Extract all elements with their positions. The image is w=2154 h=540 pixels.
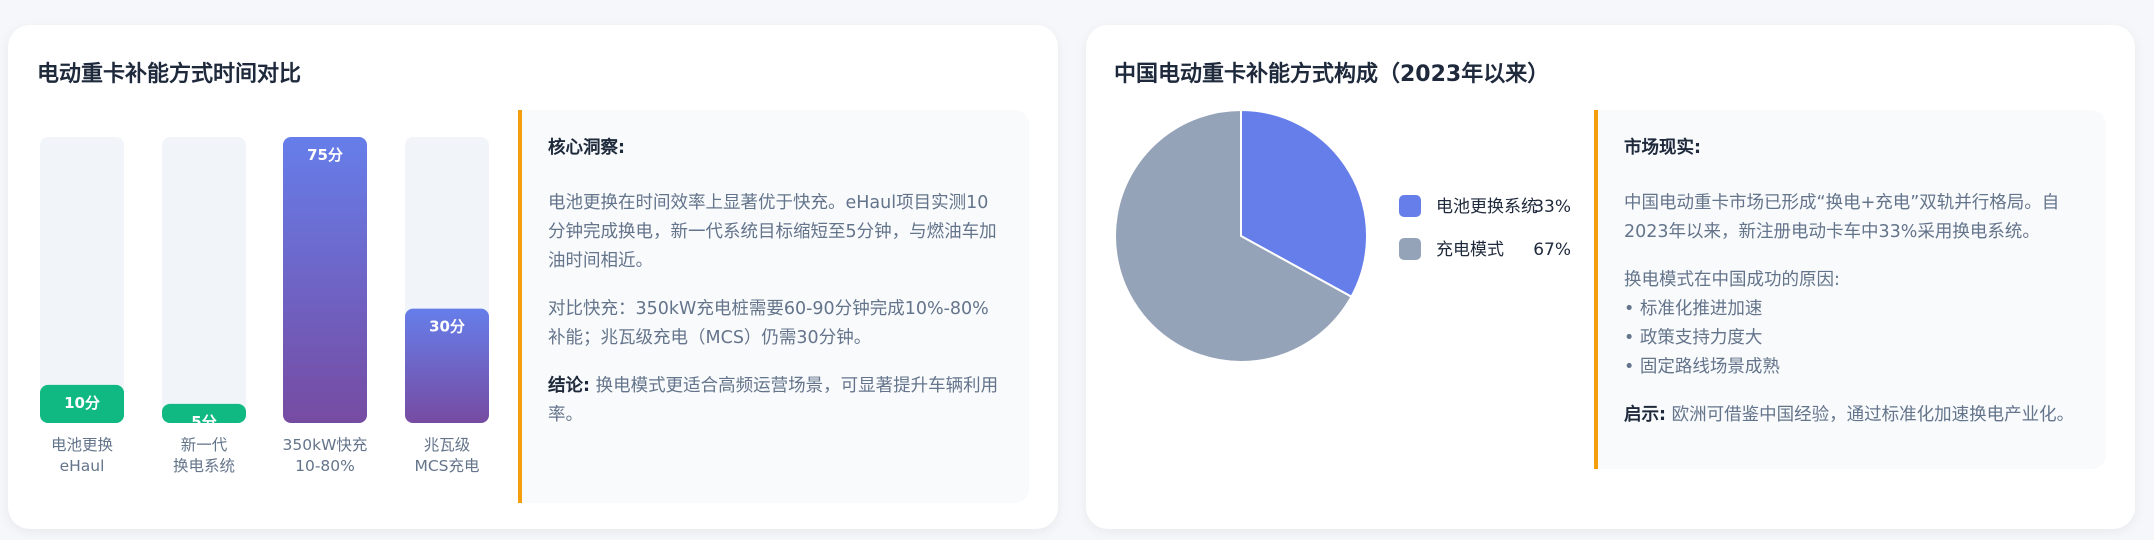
x-tick-label: 350kW快充 <box>283 436 368 454</box>
insight-conclusion: 启示: 欧洲可借鉴中国经验，通过标准化加速换电产业化。 <box>1624 401 2080 430</box>
conclusion-text: 换电模式更适合高频运营场景，可显著提升车辆利用率。 <box>548 376 999 425</box>
value-label: 5分 <box>191 413 216 431</box>
x-tick-label: 10-80% <box>295 457 355 475</box>
bar <box>162 403 246 423</box>
legend-value: 67% <box>1533 240 1571 260</box>
bar <box>283 137 367 423</box>
bar <box>405 308 489 423</box>
pie-slice <box>1240 108 1368 299</box>
left-card: 电动重卡补能方式时间对比 核心洞察: 电池更换在时间效率上显著优于快充。eHau… <box>8 25 1058 529</box>
insight-text: 电池更换在时间效率上显著优于快充。eHaul项目实测10分钟完成换电，新一代系统… <box>548 193 997 271</box>
x-tick-label: 电池更换 <box>51 436 114 454</box>
conclusion-label: 启示: <box>1624 405 1666 425</box>
chart-title: 中国电动重卡补能方式构成（2023年以来） <box>1114 62 1550 87</box>
legend-value: 33% <box>1533 197 1571 217</box>
x-tick-label: 兆瓦级 <box>424 436 471 454</box>
value-label: 75分 <box>307 146 343 164</box>
bar <box>40 384 124 423</box>
legend-swatch <box>1399 195 1421 217</box>
legend-label: 充电模式 <box>1436 240 1504 260</box>
bar-track <box>162 137 246 423</box>
conclusion-text: 欧洲可借鉴中国经验，通过标准化加速换电产业化。 <box>1671 405 2075 425</box>
legend-label: 电池更换系统 <box>1436 197 1538 217</box>
legend-swatch <box>1399 238 1421 260</box>
insight-conclusion: 结论: 换电模式更适合高频运营场景，可显著提升车辆利用率。 <box>548 372 1003 430</box>
bar-track <box>40 137 124 423</box>
chart-title: 电动重卡补能方式时间对比 <box>37 62 302 87</box>
x-tick-label: 新一代 <box>181 436 228 454</box>
conclusion-label: 结论: <box>548 376 590 396</box>
x-tick-label: MCS充电 <box>414 457 479 475</box>
reason-item: • 标准化推进加速 <box>1624 299 1763 319</box>
reasons-title: 换电模式在中国成功的原因: <box>1624 270 1840 290</box>
reason-item: • 政策支持力度大 <box>1624 328 1763 348</box>
x-tick-label: eHaul <box>60 457 105 475</box>
value-label: 10分 <box>64 394 100 412</box>
insight-text: 对比快充：350kW充电桩需要60-90分钟完成10%-80%补能；兆瓦级充电（… <box>548 299 989 348</box>
x-tick-label: 换电系统 <box>173 457 235 475</box>
insight-box: 核心洞察: 电池更换在时间效率上显著优于快充。eHaul项目实测10分钟完成换电… <box>518 110 1029 503</box>
insight-text: 中国电动重卡市场已形成“换电+充电”双轨并行格局。自2023年以来，新注册电动卡… <box>1624 193 2060 242</box>
insight-heading: 核心洞察: <box>548 138 625 158</box>
value-label: 30分 <box>429 318 465 336</box>
pie-slice <box>1114 108 1353 363</box>
insight-box: 市场现实: 中国电动重卡市场已形成“换电+充电”双轨并行格局。自2023年以来，… <box>1594 110 2106 469</box>
reason-item: • 固定路线场景成熟 <box>1624 357 1780 377</box>
insight-heading: 市场现实: <box>1624 138 1701 158</box>
